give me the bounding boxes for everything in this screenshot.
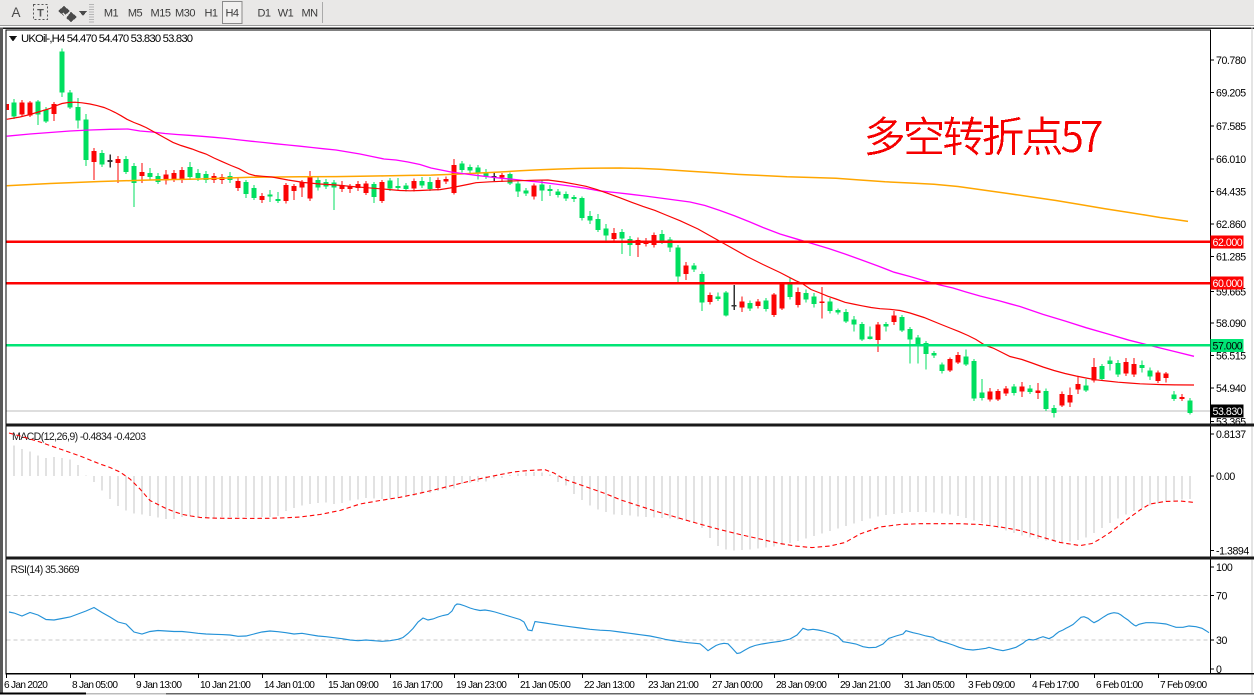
- svg-text:M1: M1: [104, 8, 119, 20]
- svg-text:30: 30: [1216, 635, 1227, 647]
- svg-text:27 Jan 00:00: 27 Jan 00:00: [712, 680, 763, 691]
- svg-text:58.090: 58.090: [1216, 318, 1246, 330]
- svg-text:70: 70: [1216, 591, 1227, 603]
- svg-text:53.365: 53.365: [1216, 417, 1246, 429]
- svg-text:69.205: 69.205: [1216, 88, 1246, 100]
- svg-text:62.860: 62.860: [1216, 219, 1246, 231]
- svg-text:64.435: 64.435: [1216, 186, 1246, 198]
- svg-text:28 Jan 09:00: 28 Jan 09:00: [776, 680, 827, 691]
- svg-text:T: T: [37, 8, 44, 20]
- svg-text:10 Jan 21:00: 10 Jan 21:00: [200, 680, 251, 691]
- svg-text:RSI(14) 35.3669: RSI(14) 35.3669: [11, 564, 80, 576]
- svg-text:100: 100: [1216, 562, 1233, 574]
- svg-text:D1: D1: [257, 8, 270, 20]
- svg-text:UKOil-,H4 54.470 54.470 53.83: UKOil-,H4 54.470 54.470 53.830 53.830: [21, 33, 193, 45]
- svg-text:MN: MN: [301, 8, 318, 20]
- svg-text:15 Jan 09:00: 15 Jan 09:00: [328, 680, 379, 691]
- svg-text:A: A: [11, 5, 20, 20]
- svg-text:61.285: 61.285: [1216, 252, 1246, 264]
- svg-text:3 Feb 09:00: 3 Feb 09:00: [968, 680, 1015, 691]
- svg-text:H4: H4: [225, 8, 238, 20]
- svg-text:57.000: 57.000: [1213, 340, 1243, 352]
- svg-text:8 Jan 05:00: 8 Jan 05:00: [72, 680, 118, 691]
- svg-text:19 Jan 23:00: 19 Jan 23:00: [456, 680, 507, 691]
- svg-text:31 Jan 05:00: 31 Jan 05:00: [904, 680, 955, 691]
- svg-text:54.940: 54.940: [1216, 383, 1246, 395]
- svg-text:67.585: 67.585: [1216, 121, 1246, 133]
- svg-text:23 Jan 21:00: 23 Jan 21:00: [648, 680, 699, 691]
- svg-text:21 Jan 05:00: 21 Jan 05:00: [520, 680, 571, 691]
- svg-text:70.780: 70.780: [1216, 55, 1246, 67]
- svg-text:6 Jan 2020: 6 Jan 2020: [4, 680, 48, 691]
- svg-text:60.000: 60.000: [1213, 278, 1243, 290]
- svg-text:22 Jan 13:00: 22 Jan 13:00: [584, 680, 635, 691]
- svg-text:M30: M30: [175, 8, 195, 20]
- svg-text:53.830: 53.830: [1213, 406, 1243, 418]
- svg-text:0.00: 0.00: [1216, 471, 1235, 483]
- svg-text:29 Jan 21:00: 29 Jan 21:00: [840, 680, 891, 691]
- svg-text:MACD(12,26,9) -0.4834 -0.4203: MACD(12,26,9) -0.4834 -0.4203: [12, 431, 146, 443]
- svg-text:M15: M15: [151, 8, 171, 20]
- svg-text:66.010: 66.010: [1216, 154, 1246, 166]
- svg-text:9 Jan 13:00: 9 Jan 13:00: [136, 680, 182, 691]
- svg-text:W1: W1: [278, 8, 294, 20]
- svg-text:M5: M5: [128, 8, 143, 20]
- svg-text:4 Feb 17:00: 4 Feb 17:00: [1032, 680, 1079, 691]
- svg-text:56.515: 56.515: [1216, 350, 1246, 362]
- svg-text:H1: H1: [204, 8, 217, 20]
- svg-text:0: 0: [1216, 664, 1222, 676]
- svg-text:-1.3894: -1.3894: [1216, 545, 1249, 557]
- svg-text:6 Feb 01:00: 6 Feb 01:00: [1096, 680, 1143, 691]
- svg-text:7 Feb 09:00: 7 Feb 09:00: [1160, 680, 1207, 691]
- svg-text:16 Jan 17:00: 16 Jan 17:00: [392, 680, 443, 691]
- svg-text:0.8137: 0.8137: [1216, 429, 1246, 441]
- svg-text:62.000: 62.000: [1213, 237, 1243, 249]
- svg-text:14 Jan 01:00: 14 Jan 01:00: [264, 680, 315, 691]
